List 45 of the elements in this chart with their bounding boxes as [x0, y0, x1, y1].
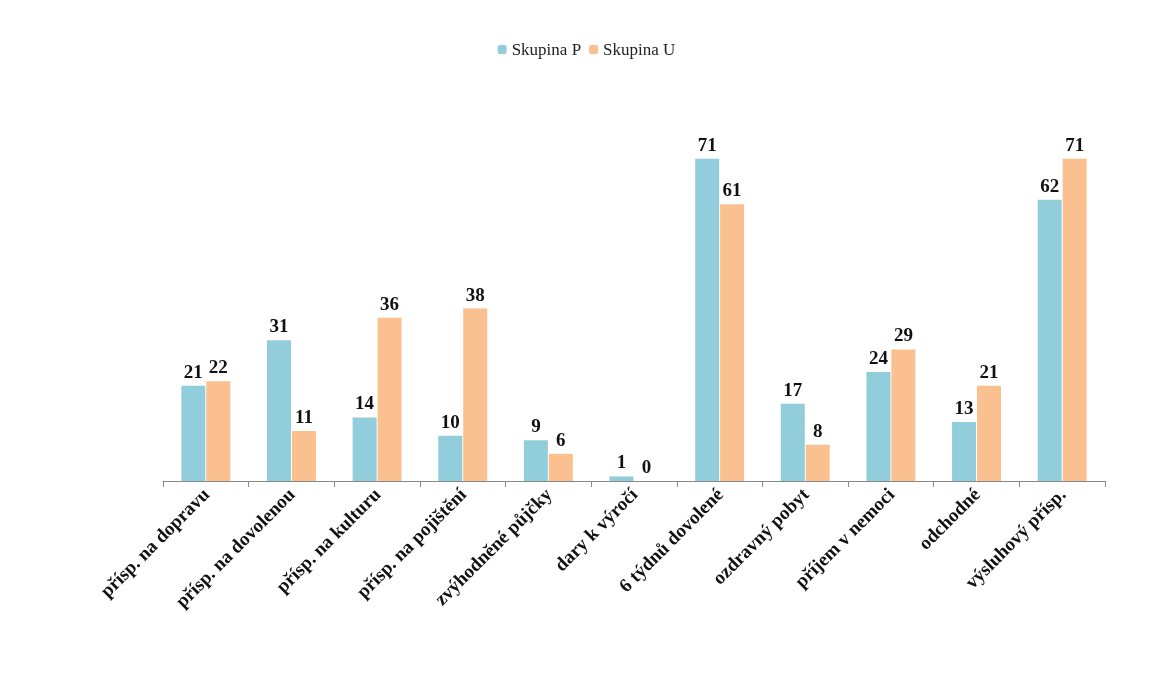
bar: [866, 372, 891, 481]
data-label: 62: [1040, 174, 1060, 196]
bar: [805, 444, 830, 481]
data-label: 31: [269, 315, 289, 337]
bar: [377, 317, 402, 481]
bar: [291, 431, 316, 481]
bar: [720, 204, 745, 481]
bar: [206, 381, 231, 481]
bar: [523, 440, 548, 481]
data-label: 9: [531, 415, 541, 437]
legend-label: Skupina U: [603, 40, 676, 59]
bar: [181, 385, 206, 481]
data-label: 8: [813, 419, 823, 441]
data-label: 29: [893, 324, 913, 346]
bar: [352, 417, 377, 481]
bar: [891, 349, 916, 481]
data-label: 17: [783, 378, 803, 400]
bar: [1062, 158, 1087, 481]
bar: [780, 403, 805, 481]
bar: [1037, 199, 1062, 481]
data-label: 38: [465, 283, 485, 305]
data-label: 36: [380, 292, 400, 314]
data-label: 13: [954, 397, 974, 419]
data-label: 61: [722, 179, 742, 201]
bar: [977, 385, 1002, 481]
data-label: 14: [355, 392, 375, 414]
bar: [548, 453, 573, 481]
data-label: 10: [440, 410, 460, 432]
data-label: 22: [208, 356, 228, 378]
data-label: 21: [183, 360, 203, 382]
data-label: 0: [641, 456, 652, 477]
data-label: 21: [979, 360, 999, 382]
data-label: 1: [616, 451, 627, 473]
bar: [952, 422, 977, 481]
data-label: 24: [868, 347, 889, 369]
data-label: 71: [697, 133, 717, 155]
bar: [438, 435, 463, 481]
bar: [609, 476, 634, 481]
data-label: 71: [1065, 133, 1085, 155]
bar: [266, 340, 291, 481]
bar: [463, 308, 488, 481]
data-label: 11: [294, 406, 313, 428]
bar: [695, 158, 720, 481]
data-label: 6: [556, 428, 566, 450]
legend-label: Skupina P: [511, 40, 582, 59]
